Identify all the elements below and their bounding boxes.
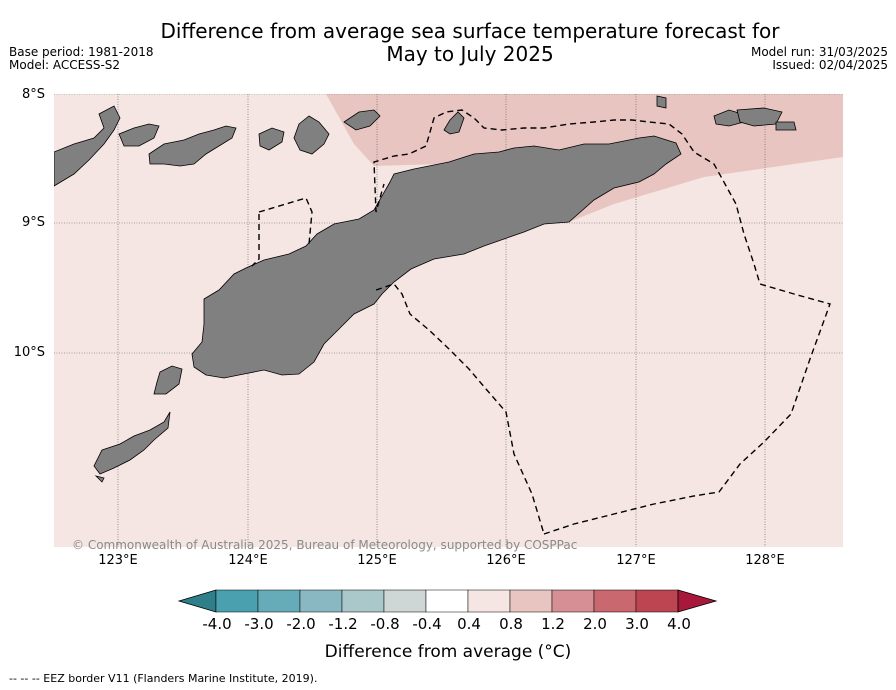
base-period-meta: Base period: 1981-2018 Model: ACCESS-S2 <box>9 46 154 72</box>
lat-label-8s: 8°S <box>21 87 45 102</box>
flores-east <box>148 125 237 167</box>
title-line-1: Difference from average sea surface temp… <box>160 19 780 43</box>
colorbar-segment <box>257 589 301 613</box>
colorbar-segment <box>635 589 679 613</box>
colorbar-extend-high <box>677 589 718 613</box>
title-line-2: May to July 2025 <box>386 42 554 66</box>
colorbar-tick: 1.2 <box>541 615 565 633</box>
colorbar-tick: -0.4 <box>412 615 442 633</box>
colorbar-tick: -2.0 <box>286 615 316 633</box>
model-run: Model run: 31/03/2025 <box>750 45 888 59</box>
colorbar-segment <box>341 589 385 613</box>
colorbar-tick: 0.4 <box>457 615 481 633</box>
lat-label-10s: 10°S <box>13 345 45 360</box>
colorbar-tick: 4.0 <box>667 615 691 633</box>
map-title: Difference from average sea surface temp… <box>140 20 800 66</box>
issued-date: Issued: 02/04/2025 <box>772 58 888 72</box>
kisar-island <box>656 95 667 109</box>
timor-island <box>191 135 682 379</box>
lon-label-123e: 123°E <box>98 553 138 568</box>
colorbar-label: Difference from average (°C) <box>324 642 572 662</box>
lon-label-125e: 125°E <box>357 553 397 568</box>
colorbar-extend-low <box>178 589 217 613</box>
raijua-island <box>94 475 105 483</box>
moa-island <box>736 107 783 127</box>
lat-label-9s: 9°S <box>21 215 45 230</box>
colorbar-tick: 2.0 <box>583 615 607 633</box>
colorbar-tick: 0.8 <box>499 615 523 633</box>
eez-border <box>251 109 831 535</box>
sst-anomaly-map <box>54 94 843 547</box>
lon-label-124e: 124°E <box>228 553 268 568</box>
colorbar-tick: -4.0 <box>202 615 232 633</box>
lakor-island <box>775 121 797 131</box>
colorbar-segment <box>593 589 637 613</box>
lon-label-126e: 126°E <box>486 553 526 568</box>
adonara-island <box>118 123 160 147</box>
sawu-island <box>93 411 171 475</box>
colorbar-segment <box>383 589 427 613</box>
alor-island <box>293 115 330 155</box>
run-meta: Model run: 31/03/2025 Issued: 02/04/2025 <box>751 46 888 72</box>
atauro-island <box>443 111 465 135</box>
colorbar-tick: 3.0 <box>625 615 649 633</box>
base-period: Base period: 1981-2018 <box>9 45 154 59</box>
lon-label-127e: 127°E <box>616 553 656 568</box>
colorbar-tick: -3.0 <box>244 615 274 633</box>
colorbar-tick: -0.8 <box>370 615 400 633</box>
colorbar-segment <box>509 589 553 613</box>
colorbar <box>178 589 718 613</box>
rote-island <box>153 365 183 395</box>
semau-island <box>343 109 381 131</box>
colorbar-tick: -1.2 <box>328 615 358 633</box>
copyright-notice: © Commonwealth of Australia 2025, Bureau… <box>72 538 578 552</box>
colorbar-segment <box>215 589 259 613</box>
colorbar-segment <box>551 589 595 613</box>
colorbar-segment <box>425 589 469 613</box>
colorbar-segment <box>467 589 511 613</box>
colorbar-segment <box>299 589 343 613</box>
model-name: Model: ACCESS-S2 <box>9 58 121 72</box>
eez-legend: -- -- -- EEZ border V11 (Flanders Marine… <box>9 672 318 685</box>
land-masses <box>54 95 797 483</box>
flores-west <box>54 105 121 187</box>
pantar-island <box>258 127 285 151</box>
lon-label-128e: 128°E <box>745 553 785 568</box>
